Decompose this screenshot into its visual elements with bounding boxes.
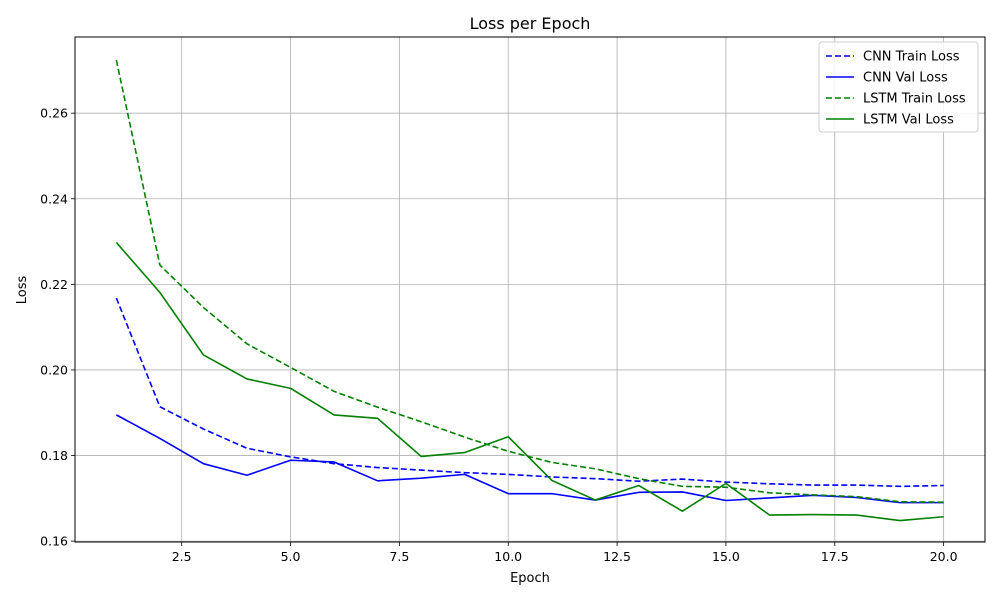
legend-label: LSTM Val Loss	[863, 113, 954, 128]
series-line-lstm-val-loss	[115, 241, 944, 522]
y-tick-label: 0.20	[40, 362, 68, 377]
x-tick-label: 12.5	[603, 549, 631, 564]
series-line-cnn-train-loss	[115, 297, 944, 488]
y-tick-label: 0.24	[40, 191, 68, 206]
y-tick-label: 0.16	[40, 534, 68, 549]
y-tick-label: 0.22	[40, 277, 68, 292]
x-tick-label: 5.0	[281, 549, 301, 564]
y-tick-label: 0.26	[40, 106, 68, 121]
x-tick-label: 20.0	[930, 549, 958, 564]
legend-label: LSTM Train Loss	[863, 92, 966, 107]
series-lines	[115, 59, 944, 522]
x-axis-ticks: 2.5 5.0 7.5 10.0 12.5 15.0 17.5 20.0	[172, 542, 958, 564]
series-line-cnn-val-loss	[115, 414, 944, 504]
legend-label: CNN Train Loss	[863, 50, 960, 65]
x-tick-label: 10.0	[494, 549, 522, 564]
series-line-lstm-train-loss	[115, 59, 944, 503]
x-tick-label: 2.5	[172, 549, 192, 564]
x-tick-label: 7.5	[389, 549, 409, 564]
y-tick-label: 0.18	[40, 448, 68, 463]
plot-frame	[74, 36, 986, 543]
y-axis-ticks: 0.16 0.18 0.20 0.22 0.24 0.26	[40, 106, 75, 549]
legend-label: CNN Val Loss	[863, 71, 948, 86]
legend-box	[818, 41, 979, 133]
x-tick-label: 17.5	[821, 549, 849, 564]
legend-items: CNN Train Loss CNN Val Loss LSTM Train Los…	[826, 50, 966, 128]
x-axis-label: Epoch	[510, 571, 550, 586]
x-tick-label: 15.0	[712, 549, 740, 564]
chart-title: Loss per Epoch	[470, 14, 591, 33]
y-axis-label: Loss	[15, 276, 30, 305]
legend: CNN Train Loss CNN Val Loss LSTM Train Los…	[818, 41, 979, 133]
